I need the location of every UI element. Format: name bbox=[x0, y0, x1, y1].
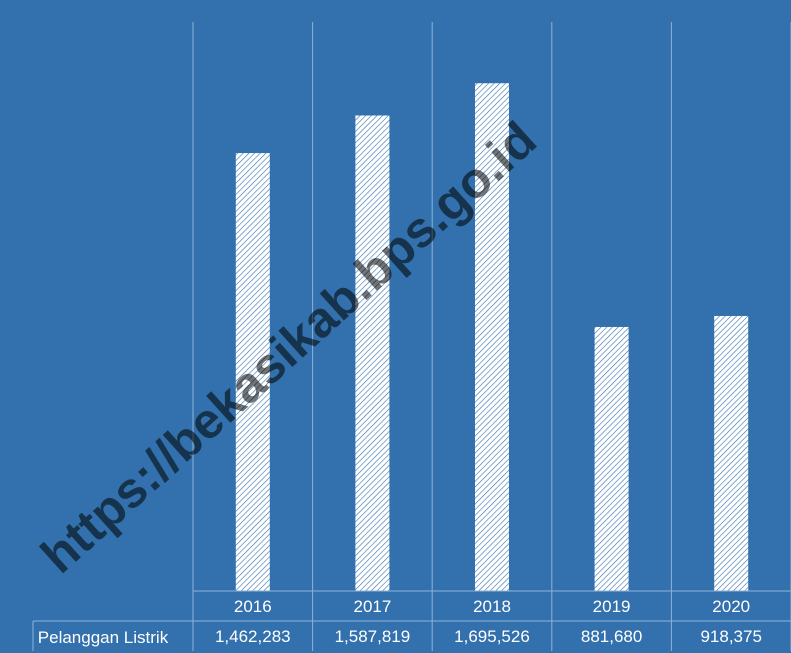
bar bbox=[594, 326, 629, 591]
bars bbox=[235, 83, 749, 592]
value-label: 1,695,526 bbox=[454, 627, 530, 646]
category-label: 2020 bbox=[712, 597, 750, 616]
category-label: 2018 bbox=[473, 597, 511, 616]
data-table: Pelanggan Listrik 2016 1,462,283 2017 1,587… bbox=[32, 590, 791, 651]
value-label: 1,587,819 bbox=[335, 627, 411, 646]
bar bbox=[235, 153, 270, 591]
bar bbox=[355, 115, 390, 592]
category-label: 2017 bbox=[353, 597, 391, 616]
series-legend-label: Pelanggan Listrik bbox=[38, 628, 169, 647]
category-label: 2019 bbox=[593, 597, 631, 616]
bar bbox=[714, 315, 749, 591]
value-label: 881,680 bbox=[581, 627, 642, 646]
category-label: 2016 bbox=[234, 597, 272, 616]
value-label: 1,462,283 bbox=[215, 627, 291, 646]
grid-lines bbox=[192, 22, 791, 651]
value-label: 918,375 bbox=[700, 627, 761, 646]
bar bbox=[475, 83, 509, 591]
